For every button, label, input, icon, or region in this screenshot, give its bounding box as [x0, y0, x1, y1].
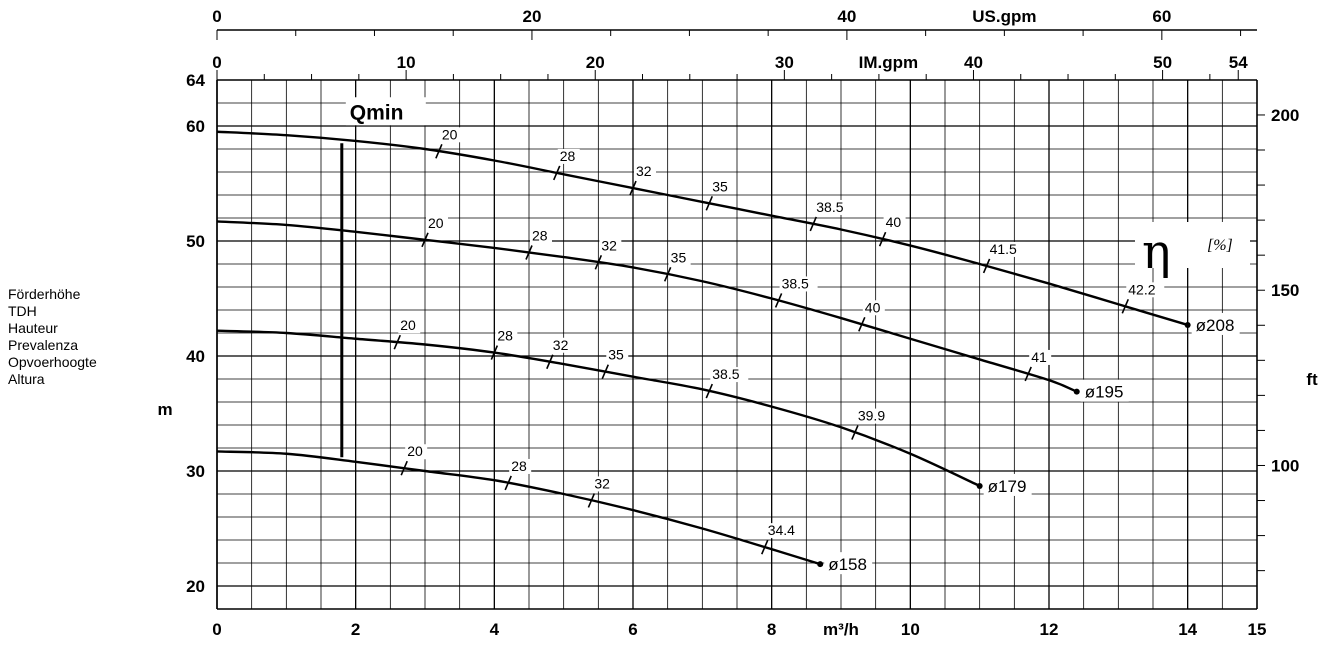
- ft-tick-label: 100: [1271, 456, 1299, 475]
- us-tick-label: 20: [522, 7, 541, 26]
- y-tick-label: 50: [186, 232, 205, 251]
- efficiency-label: 40: [886, 214, 902, 230]
- y-tick-label: 40: [186, 347, 205, 366]
- efficiency-label: 32: [636, 163, 652, 179]
- im-tick-label: 40: [964, 53, 983, 72]
- efficiency-label: 40: [865, 299, 881, 315]
- x-tick-label: 0: [212, 620, 221, 639]
- us-tick-label: 40: [837, 7, 856, 26]
- pump-curve-line: [217, 221, 1077, 391]
- grid: [217, 80, 1257, 609]
- curve-name-label: ø158: [828, 555, 867, 574]
- im-tick-label: 30: [775, 53, 794, 72]
- x-tick-label: 15: [1248, 620, 1267, 639]
- qmin-label: Qmin: [350, 101, 404, 124]
- y-axis-unit-m: m: [157, 400, 172, 419]
- us-tick-label: 60: [1152, 7, 1171, 26]
- us-axis-label: US.gpm: [972, 7, 1036, 26]
- x-tick-label: 8: [767, 620, 776, 639]
- efficiency-label: 32: [594, 475, 610, 491]
- efficiency-label: 32: [553, 337, 569, 353]
- axis-labels: 0 2 4 6 8 10 12 14 15m³/h203040506064m100150200f…: [157, 7, 1318, 639]
- efficiency-label: 28: [497, 328, 513, 344]
- curve-name-label: ø208: [1196, 316, 1235, 335]
- efficiency-label: 38.5: [712, 366, 739, 382]
- efficiency-label: 34.4: [768, 522, 795, 538]
- x-tick-label: 6: [628, 620, 637, 639]
- x-axis-unit: m³/h: [823, 620, 859, 639]
- x-tick-label: 2: [351, 620, 360, 639]
- efficiency-label: 35: [608, 347, 624, 363]
- im-tick-label: 50: [1153, 53, 1172, 72]
- ft-tick-label: 150: [1271, 281, 1299, 300]
- efficiency-label: 28: [511, 458, 527, 474]
- efficiency-symbol: η: [1142, 224, 1171, 280]
- efficiency-label: 20: [400, 317, 416, 333]
- efficiency-label: 20: [442, 126, 458, 142]
- efficiency-label: 38.5: [782, 275, 809, 291]
- x-tick-label: 14: [1178, 620, 1197, 639]
- im-axis-label: IM.gpm: [859, 53, 919, 72]
- x-tick-label: 12: [1040, 620, 1059, 639]
- efficiency-label: 39.9: [858, 408, 885, 424]
- curve-end-point: [977, 483, 983, 489]
- curve-end-point: [1074, 389, 1080, 395]
- y-axis-unit-ft: ft: [1306, 370, 1318, 389]
- efficiency-label: 20: [428, 215, 444, 231]
- y-tick-label: 30: [186, 462, 205, 481]
- y-tick-label: 64: [186, 71, 205, 90]
- curve-name-label: ø179: [988, 477, 1027, 496]
- efficiency-label: 28: [560, 148, 576, 164]
- efficiency-label: 41: [1031, 349, 1047, 365]
- x-tick-label: 10: [901, 620, 920, 639]
- efficiency-label: 20: [407, 443, 423, 459]
- im-tick-label: 0: [212, 53, 221, 72]
- efficiency-label: 35: [712, 178, 728, 194]
- efficiency-label: 32: [601, 237, 617, 253]
- x-tick-label: 4: [490, 620, 500, 639]
- curve-name-label: ø195: [1085, 383, 1124, 402]
- curve-end-point: [817, 561, 823, 567]
- efficiency-label: 28: [532, 228, 548, 244]
- im-tick-label: 10: [397, 53, 416, 72]
- curve-end-point: [1185, 322, 1191, 328]
- im-tick-label: 54: [1229, 53, 1248, 72]
- efficiency-label: 35: [671, 249, 687, 265]
- efficiency-label: 42.2: [1128, 281, 1155, 297]
- efficiency-unit: [%]: [1207, 237, 1233, 254]
- efficiency-label: 41.5: [990, 241, 1017, 257]
- us-tick-label: 0: [212, 7, 221, 26]
- y-tick-label: 20: [186, 577, 205, 596]
- im-tick-label: 20: [586, 53, 605, 72]
- efficiency-label: 38.5: [816, 199, 843, 215]
- y-tick-label: 60: [186, 117, 205, 136]
- ft-tick-label: 200: [1271, 106, 1299, 125]
